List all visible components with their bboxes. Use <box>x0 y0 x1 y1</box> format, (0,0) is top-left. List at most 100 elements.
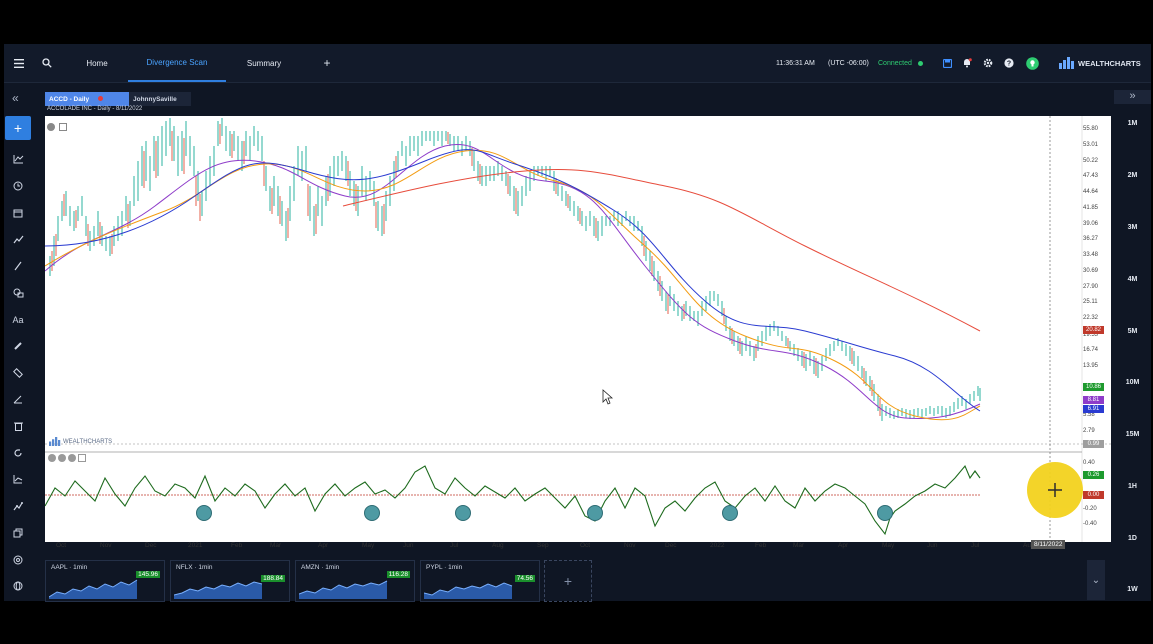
target-icon[interactable] <box>8 550 28 570</box>
price-chart[interactable]: ACCOLADE INC - Daily - 8/11/2022 <box>45 106 1111 549</box>
add-watchlist-button[interactable]: + <box>544 560 592 602</box>
chart-canvas <box>45 116 1111 542</box>
timeframe-1w[interactable]: 1W <box>1127 586 1138 593</box>
settings-icon[interactable] <box>58 454 66 462</box>
record-dot-icon <box>98 96 103 101</box>
y-tick: 30.69 <box>1083 268 1099 274</box>
line-tool-icon[interactable] <box>8 256 28 276</box>
watchlist-card-nflx[interactable]: NFLX · 1min 188.84 <box>170 560 290 602</box>
copy-icon[interactable] <box>8 523 28 543</box>
x-tick: Nov <box>100 542 112 549</box>
expand-icon[interactable] <box>59 123 68 131</box>
osc-tick: -0.20 <box>1083 506 1097 512</box>
help-icon[interactable]: ? <box>1002 44 1016 82</box>
hide-icon[interactable] <box>48 454 56 462</box>
timeframe-4m[interactable]: 4M <box>1127 276 1138 283</box>
y-tick: 16.74 <box>1083 347 1099 353</box>
calendar-icon[interactable] <box>8 203 28 223</box>
x-tick: Mar <box>270 542 282 549</box>
price-tag-gray: 0.99 <box>1083 440 1104 448</box>
trash-icon[interactable] <box>8 416 28 436</box>
crosshair-icon <box>1048 483 1062 497</box>
y-tick: 44.64 <box>1083 189 1099 195</box>
watchlist-card-pypl[interactable]: PYPL · 1min 74.56 <box>420 560 540 602</box>
hide-icon[interactable] <box>47 123 55 131</box>
plus-icon[interactable]: + <box>5 116 31 140</box>
top-bar: Home Divergence Scan Summary + 11:36:31 … <box>4 44 1151 83</box>
clock-icon[interactable] <box>8 176 28 196</box>
connection-status: Connected <box>878 59 912 67</box>
expand-icon[interactable] <box>78 454 86 462</box>
crosshair-date-label: 8/11/2022 <box>1031 540 1066 549</box>
watchlist-card-amzn[interactable]: AMZN · 1min 116.28 <box>295 560 415 602</box>
gear-icon[interactable] <box>981 44 995 82</box>
x-tick: Apr <box>318 542 329 549</box>
timeframe-3m[interactable]: 3M <box>1127 224 1138 231</box>
chart-title: ACCOLADE INC - Daily - 8/11/2022 <box>47 106 143 112</box>
brand-logo: WEALTHCHARTS <box>1059 44 1143 82</box>
brand-name: WEALTHCHARTS <box>1078 58 1141 68</box>
tab-home[interactable]: Home <box>86 58 108 68</box>
bell-icon[interactable] <box>960 44 974 82</box>
watchlist-title: NFLX · 1min <box>176 564 213 571</box>
text-tool-icon[interactable]: Aa <box>12 315 24 325</box>
osc-tag-red: 0.00 <box>1083 491 1104 499</box>
event-marker-icon[interactable] <box>587 505 603 521</box>
event-marker-icon[interactable] <box>364 505 380 521</box>
chart-tab-johnnysaville[interactable]: JohnnySaville <box>129 92 191 106</box>
watchlist-price: 116.28 <box>386 571 410 578</box>
y-tick: 19.53 <box>1083 332 1099 338</box>
watchlist-card-aapl[interactable]: AAPL · 1min 145.96 <box>45 560 165 602</box>
fib-icon[interactable] <box>8 389 28 409</box>
event-marker-icon[interactable] <box>722 505 738 521</box>
chart-icon[interactable] <box>8 469 28 489</box>
trend-icon[interactable] <box>8 229 28 249</box>
watermark-text: WEALTHCHARTS <box>63 438 113 445</box>
chart-tab-accd[interactable]: ACCD - Daily <box>45 92 129 106</box>
expand-panel-icon[interactable]: ⌄ <box>1087 560 1105 600</box>
move-up-icon[interactable] <box>68 454 76 462</box>
timeframe-1m[interactable]: 1M <box>1127 120 1138 127</box>
event-marker-icon[interactable] <box>877 505 893 521</box>
oscillator-line <box>45 464 981 536</box>
watermark-logo-icon <box>49 437 61 446</box>
brush-icon[interactable] <box>8 336 28 356</box>
right-timeframe-bar: » 1M 2M 3M 4M 5M 10M 15M 1H 1D 1W <box>1114 83 1151 601</box>
add-tab-icon[interactable]: + <box>323 56 331 70</box>
shapes-icon[interactable] <box>8 283 28 303</box>
expand-right-icon[interactable]: » <box>1114 90 1151 104</box>
timezone-label[interactable]: (UTC -06:00) <box>828 59 869 67</box>
sparkline <box>424 582 513 599</box>
ruler-icon[interactable] <box>8 363 28 383</box>
timeframe-2m[interactable]: 2M <box>1127 172 1138 179</box>
y-tick: 36.27 <box>1083 236 1099 242</box>
y-tick: 50.22 <box>1083 158 1099 164</box>
refresh-icon[interactable] <box>8 443 28 463</box>
watchlist-title: AAPL · 1min <box>51 564 88 571</box>
timeframe-5m[interactable]: 5M <box>1127 328 1138 335</box>
y-tick: 39.06 <box>1083 221 1099 227</box>
watchlist-price: 188.84 <box>261 575 285 582</box>
timeframe-1h[interactable]: 1H <box>1128 483 1137 490</box>
tab-summary[interactable]: Summary <box>246 58 282 68</box>
timeframe-10m[interactable]: 10M <box>1125 379 1140 386</box>
x-tick: Sep <box>537 542 549 549</box>
event-marker-icon[interactable] <box>455 505 471 521</box>
lightbulb-icon[interactable] <box>1024 44 1040 82</box>
tab-divergence-scan[interactable]: Divergence Scan <box>128 44 226 82</box>
x-tick: Jul <box>971 542 980 549</box>
price-tag-green: 10.86 <box>1083 383 1104 391</box>
connection-dot-icon <box>918 44 923 82</box>
chart-line-icon[interactable] <box>8 496 28 516</box>
timeframe-1d[interactable]: 1D <box>1128 535 1137 542</box>
event-marker-icon[interactable] <box>196 505 212 521</box>
x-tick: Jun <box>403 542 414 549</box>
globe-icon[interactable] <box>8 576 28 596</box>
save-icon[interactable] <box>940 44 954 82</box>
indicator-icon[interactable] <box>8 149 28 169</box>
hamburger-icon[interactable] <box>8 44 30 82</box>
search-icon[interactable] <box>36 44 58 82</box>
collapse-left-icon[interactable]: « <box>12 91 19 105</box>
timeframe-15m[interactable]: 15M <box>1125 431 1140 438</box>
osc-tag-green: 0.26 <box>1083 471 1104 479</box>
